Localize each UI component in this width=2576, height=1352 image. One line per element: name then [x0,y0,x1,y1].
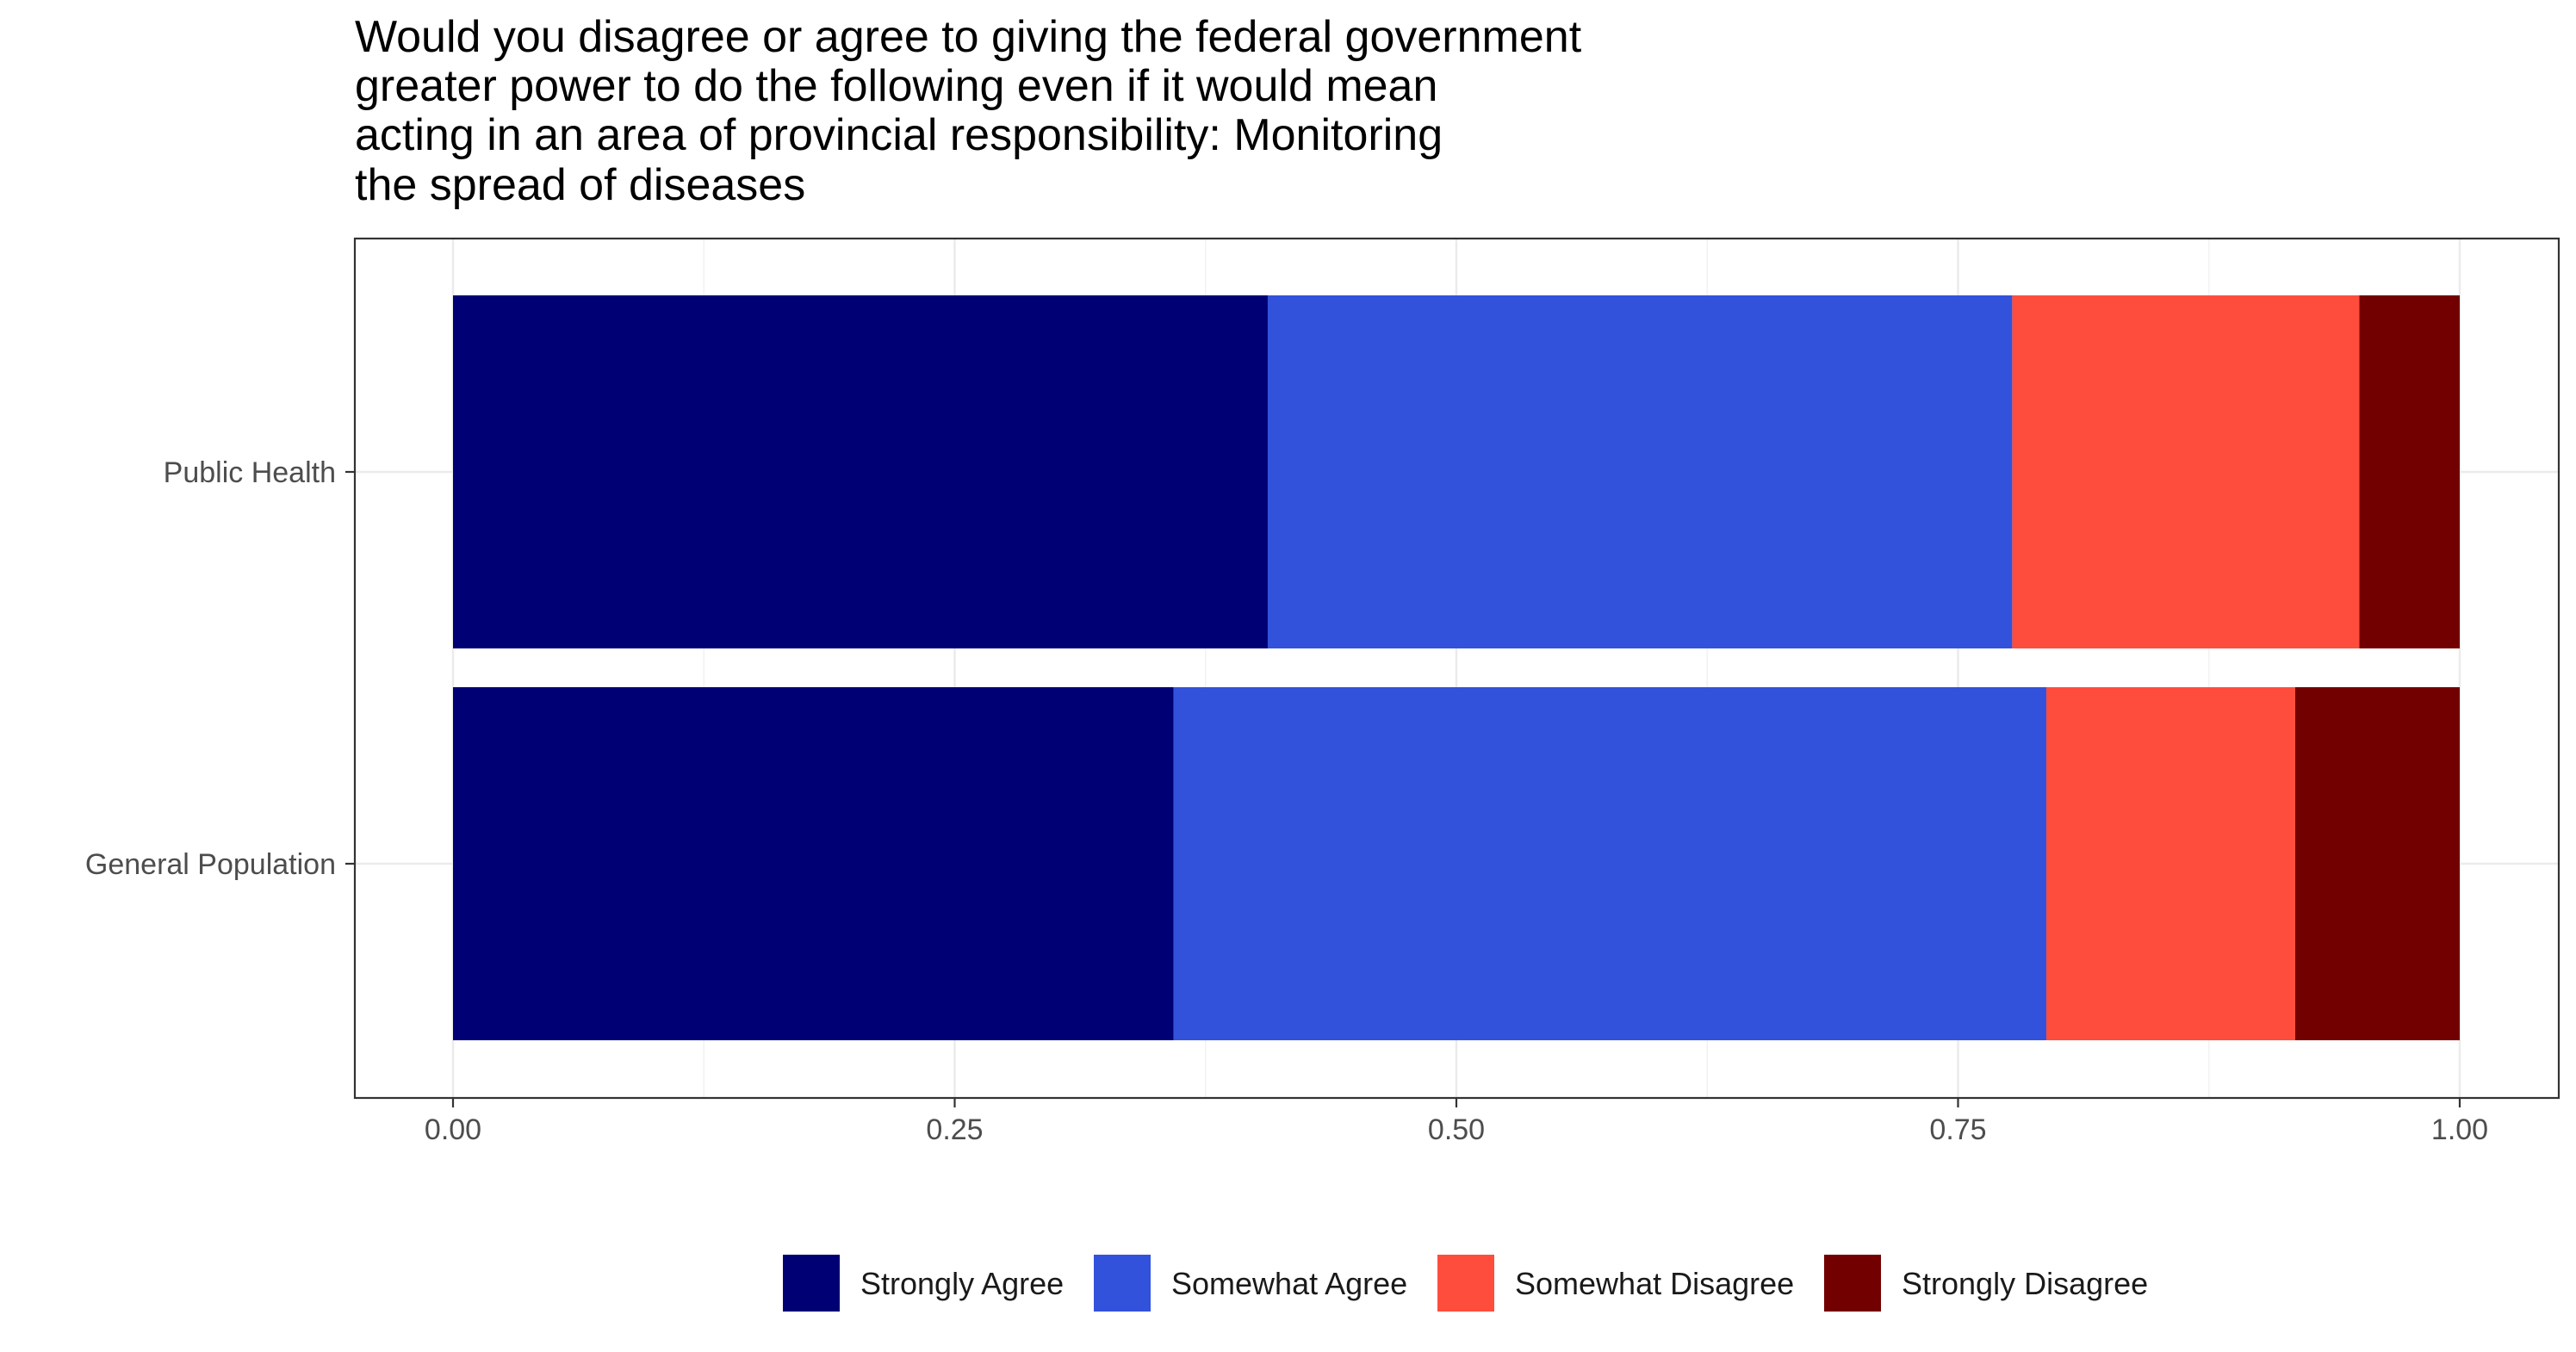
legend-label: Somewhat Agree [1171,1266,1407,1301]
x-tick-label: 0.00 [425,1113,481,1146]
x-tick-label: 1.00 [2431,1113,2488,1146]
x-tick-label: 0.75 [1929,1113,1986,1146]
legend-key-somewhat-agree [1094,1255,1151,1312]
bars [453,295,2460,1040]
y-tick-label: General Population [85,848,336,881]
legend-label: Somewhat Disagree [1515,1266,1794,1301]
legend-key-strongly-agree [783,1255,840,1312]
chart-title: Would you disagree or agree to giving th… [355,12,1582,210]
legend-key-strongly-disagree [1824,1255,1881,1312]
y-tick-label: Public Health [164,456,336,489]
bar-somewhat-disagree [2046,687,2295,1040]
bar-strongly-agree [453,295,1268,648]
bar-strongly-disagree [2294,687,2460,1040]
bar-somewhat-agree [1267,295,2013,648]
chart-title-line-3: acting in an area of provincial responsi… [355,110,1443,160]
chart-title-line-1: Would you disagree or agree to giving th… [355,12,1582,62]
x-axis: 0.00 0.25 0.50 0.75 1.00 [425,1098,2488,1146]
legend-key-somewhat-disagree [1437,1255,1494,1312]
chart-title-line-2: greater power to do the following even i… [355,61,1437,111]
legend: Strongly Agree Somewhat Agree Somewhat Dis… [783,1255,2148,1312]
x-tick-label: 0.25 [926,1113,983,1146]
y-axis: Public Health General Population [85,456,355,881]
x-tick-label: 0.50 [1428,1113,1485,1146]
bar-strongly-agree [453,687,1174,1040]
chart-title-line-4: the spread of diseases [355,160,805,210]
bar-strongly-disagree [2359,295,2460,648]
legend-label: Strongly Disagree [1902,1266,2148,1301]
bar-somewhat-disagree [2012,295,2360,648]
bar-somewhat-agree [1173,687,2047,1040]
legend-label: Strongly Agree [860,1266,1064,1301]
